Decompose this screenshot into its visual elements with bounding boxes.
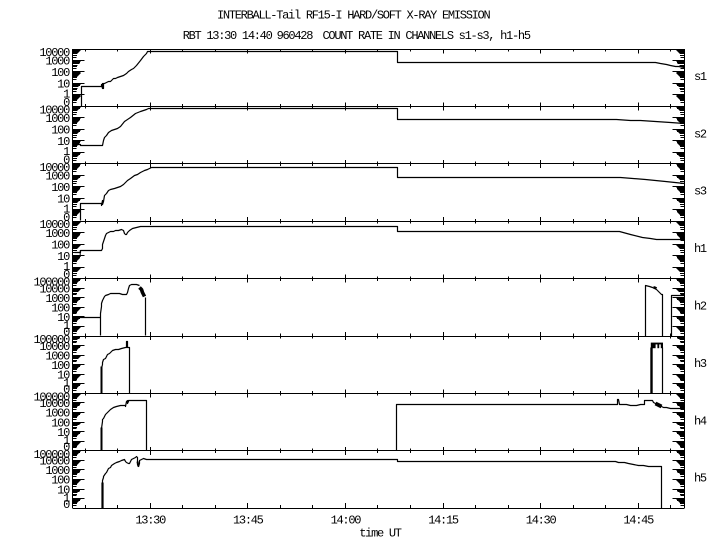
svg-text:h2: h2 (694, 300, 707, 314)
svg-text:10: 10 (57, 368, 70, 382)
svg-text:0: 0 (63, 96, 70, 110)
svg-text:100: 100 (51, 302, 70, 316)
svg-text:100: 100 (51, 66, 70, 80)
svg-text:1: 1 (63, 88, 70, 102)
svg-text:h4: h4 (694, 414, 707, 428)
svg-text:13:45: 13:45 (233, 514, 264, 528)
svg-text:1: 1 (63, 145, 70, 159)
svg-text:10: 10 (57, 192, 70, 206)
svg-text:1000: 1000 (45, 227, 70, 241)
svg-text:1: 1 (63, 434, 70, 448)
svg-text:s3: s3 (694, 185, 707, 199)
svg-text:100: 100 (51, 416, 70, 430)
svg-text:100: 100 (51, 181, 70, 195)
svg-text:10: 10 (57, 426, 70, 440)
svg-text:1: 1 (63, 377, 70, 391)
svg-text:100000: 100000 (33, 448, 70, 462)
svg-text:1000: 1000 (45, 407, 70, 421)
svg-text:1000: 1000 (45, 349, 70, 363)
svg-text:10000: 10000 (39, 340, 70, 354)
svg-text:1: 1 (63, 260, 70, 274)
svg-text:1000: 1000 (45, 169, 70, 183)
svg-text:14:15: 14:15 (428, 514, 459, 528)
svg-text:10: 10 (57, 250, 70, 264)
svg-text:10: 10 (57, 483, 70, 497)
svg-text:10000: 10000 (39, 397, 70, 411)
svg-text:14:45: 14:45 (623, 514, 654, 528)
svg-text:10000: 10000 (39, 161, 70, 175)
svg-text:100: 100 (51, 359, 70, 373)
svg-text:10000: 10000 (39, 455, 70, 469)
svg-text:0: 0 (63, 498, 70, 512)
svg-text:1: 1 (63, 202, 70, 216)
svg-text:10000: 10000 (39, 46, 70, 60)
svg-text:0: 0 (63, 211, 70, 225)
svg-text:10: 10 (57, 78, 70, 92)
svg-text:0: 0 (63, 326, 70, 340)
svg-text:COUNT RATE IN CHANNELS s1-s3,: COUNT RATE IN CHANNELS s1-s3, h1-h5 (323, 29, 531, 43)
svg-text:0: 0 (63, 268, 70, 282)
svg-text:s1: s1 (694, 70, 707, 84)
svg-text:100000: 100000 (33, 390, 70, 404)
svg-text:h3: h3 (694, 357, 707, 371)
svg-text:10: 10 (57, 135, 70, 149)
svg-text:1000: 1000 (45, 55, 70, 69)
svg-text:13:30: 13:30 (135, 514, 166, 528)
svg-text:s2: s2 (694, 127, 707, 141)
svg-text:10000: 10000 (39, 103, 70, 117)
svg-text:1000: 1000 (45, 464, 70, 478)
svg-text:0: 0 (63, 383, 70, 397)
svg-text:14:30: 14:30 (526, 514, 557, 528)
svg-text:RBT 13:30 14:40: RBT 13:30 14:40 (183, 29, 273, 43)
svg-text:h1: h1 (694, 242, 707, 256)
svg-text:14:00: 14:00 (331, 514, 362, 528)
svg-text:1000: 1000 (45, 112, 70, 126)
svg-text:100000: 100000 (33, 333, 70, 347)
svg-text:10000: 10000 (39, 218, 70, 232)
svg-text:10000: 10000 (39, 282, 70, 296)
svg-text:100: 100 (51, 124, 70, 138)
svg-text:time UT: time UT (359, 527, 402, 541)
svg-text:h5: h5 (694, 472, 707, 486)
svg-text:10: 10 (57, 311, 70, 325)
svg-text:100: 100 (51, 474, 70, 488)
svg-text:0: 0 (63, 440, 70, 454)
svg-text:960428: 960428 (277, 29, 314, 43)
svg-text:100: 100 (51, 238, 70, 252)
svg-text:1000: 1000 (45, 292, 70, 306)
svg-text:1: 1 (63, 491, 70, 505)
svg-text:INTERBALL-Tail RF15-I HARD/SOF: INTERBALL-Tail RF15-I HARD/SOFT X-RAY EM… (217, 9, 490, 23)
svg-text:100000: 100000 (33, 276, 70, 290)
svg-text:0: 0 (63, 153, 70, 167)
svg-text:1: 1 (63, 319, 70, 333)
